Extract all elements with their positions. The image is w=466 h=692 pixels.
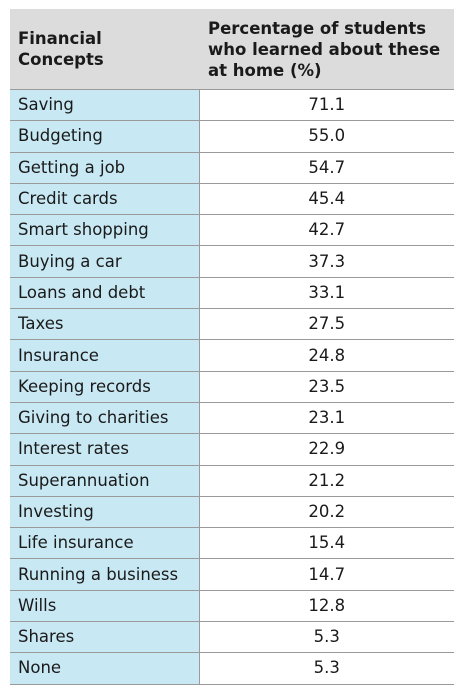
percentage-cell: 23.5 <box>199 371 454 403</box>
concept-cell: Investing <box>10 496 200 529</box>
concept-cell: Saving <box>10 89 200 122</box>
header-col2-line1: Percentage of students <box>208 18 427 38</box>
concept-cell: Interest rates <box>10 433 200 466</box>
table-row: Giving to charities 23.1 <box>10 402 454 435</box>
header-col2-line2: who learned about these <box>208 39 441 59</box>
concept-cell: Superannuation <box>10 465 200 497</box>
concept-cell: Shares <box>10 621 200 654</box>
percentage-cell: 20.2 <box>199 496 454 529</box>
header-row: Financial Concepts Percentage of student… <box>10 9 454 90</box>
concept-cell: Giving to charities <box>10 402 200 435</box>
percentage-cell: 71.1 <box>199 89 454 122</box>
table-body: Saving 71.1 Budgeting 55.0 Getting a job 54.7… <box>10 89 454 685</box>
table-row: Keeping records 23.5 <box>10 371 454 403</box>
percentage-cell: 22.9 <box>199 433 454 466</box>
table-row: Life insurance 15.4 <box>10 527 454 560</box>
percentage-cell: 15.4 <box>199 527 454 560</box>
table-row: Interest rates 22.9 <box>10 433 454 466</box>
concept-cell: Life insurance <box>10 527 200 560</box>
concept-cell: Insurance <box>10 339 200 372</box>
percentage-cell: 54.7 <box>199 152 454 184</box>
table-row: Superannuation 21.2 <box>10 465 454 497</box>
percentage-cell: 12.8 <box>199 590 454 623</box>
header-col1-line1: Financial <box>18 29 102 48</box>
percentage-cell: 23.1 <box>199 402 454 435</box>
table-row: Smart shopping 42.7 <box>10 214 454 247</box>
percentage-cell: 45.4 <box>199 183 454 216</box>
table-row: Investing 20.2 <box>10 496 454 529</box>
concept-cell: Buying a car <box>10 245 200 278</box>
table-row: Insurance 24.8 <box>10 339 454 372</box>
table-row: Budgeting 55.0 <box>10 120 454 153</box>
percentage-cell: 5.3 <box>199 621 454 654</box>
percentage-cell: 24.8 <box>199 339 454 372</box>
table-row: Taxes 27.5 <box>10 308 454 341</box>
table-row: None 5.3 <box>10 652 454 685</box>
percentage-cell: 42.7 <box>199 214 454 247</box>
percentage-cell: 5.3 <box>199 652 454 685</box>
concept-cell: Getting a job <box>10 152 200 184</box>
table-row: Wills 12.8 <box>10 590 454 623</box>
table-row: Loans and debt 33.1 <box>10 277 454 310</box>
financial-concepts-table: Financial Concepts Percentage of student… <box>10 9 454 685</box>
header-percentage: Percentage of students who learned about… <box>199 9 454 90</box>
percentage-cell: 21.2 <box>199 465 454 497</box>
concept-cell: Keeping records <box>10 371 200 403</box>
table-header: Financial Concepts Percentage of student… <box>10 9 454 90</box>
concept-cell: Running a business <box>10 558 200 591</box>
percentage-cell: 37.3 <box>199 245 454 278</box>
table-row: Buying a car 37.3 <box>10 245 454 278</box>
table-row: Running a business 14.7 <box>10 558 454 591</box>
percentage-cell: 14.7 <box>199 558 454 591</box>
financial-concepts-table-container: Financial Concepts Percentage of student… <box>10 9 454 685</box>
percentage-cell: 33.1 <box>199 277 454 310</box>
concept-cell: Credit cards <box>10 183 200 216</box>
concept-cell: Loans and debt <box>10 277 200 310</box>
table-row: Credit cards 45.4 <box>10 183 454 216</box>
concept-cell: Taxes <box>10 308 200 341</box>
table-row: Saving 71.1 <box>10 89 454 122</box>
table-row: Getting a job 54.7 <box>10 152 454 184</box>
table-row: Shares 5.3 <box>10 621 454 654</box>
header-col2-line3: at home (%) <box>208 60 322 80</box>
concept-cell: Budgeting <box>10 120 200 153</box>
concept-cell: Wills <box>10 590 200 623</box>
header-financial-concepts: Financial Concepts <box>10 9 199 90</box>
percentage-cell: 27.5 <box>199 308 454 341</box>
percentage-cell: 55.0 <box>199 120 454 153</box>
concept-cell: None <box>10 652 200 685</box>
header-col1-line2: Concepts <box>18 50 104 69</box>
concept-cell: Smart shopping <box>10 214 200 247</box>
